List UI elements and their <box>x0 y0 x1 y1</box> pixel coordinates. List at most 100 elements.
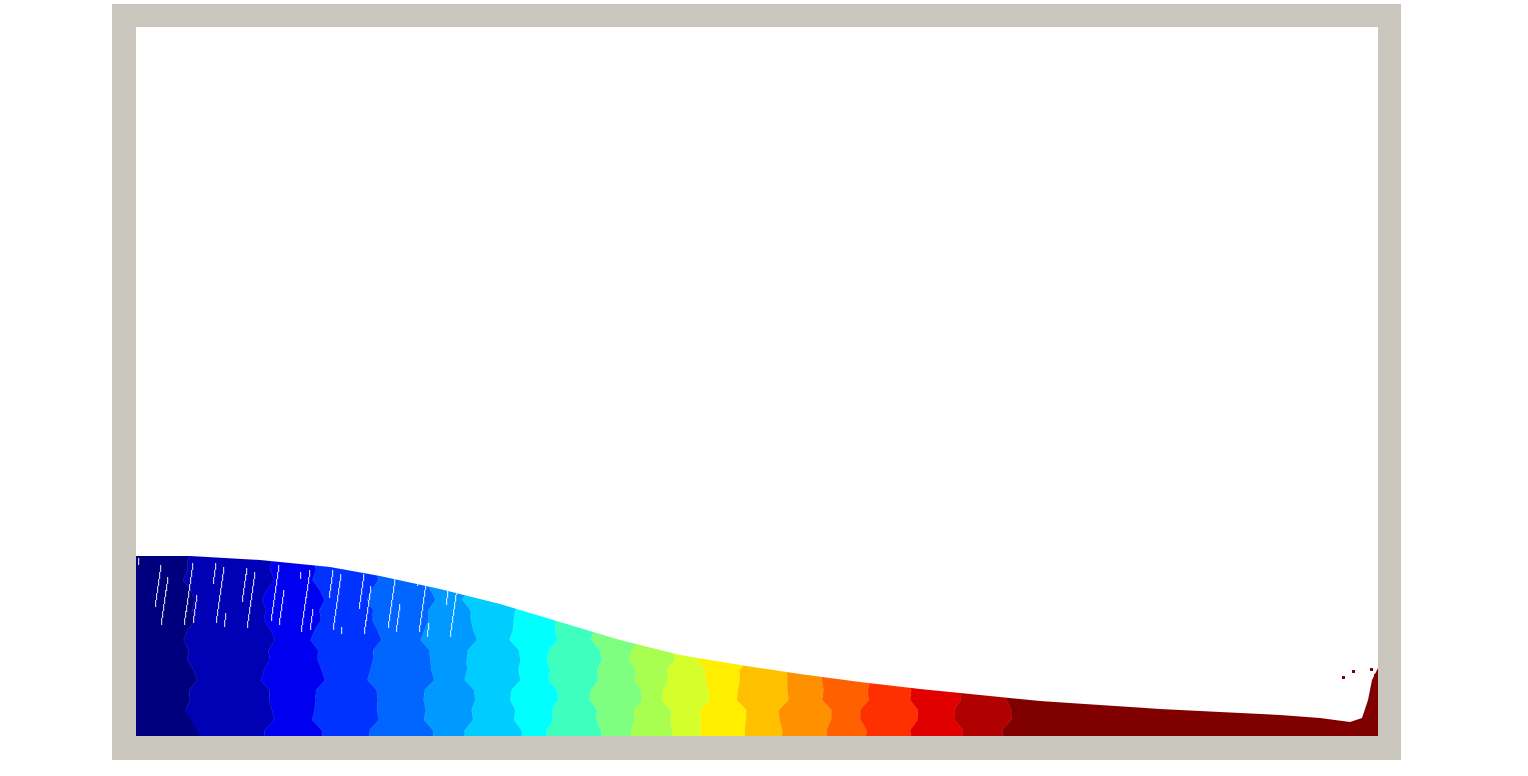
surface-particle-gap <box>369 593 370 600</box>
surface-particle-gap <box>455 595 456 602</box>
surface-particle-gap <box>340 574 341 581</box>
surface-particle-gap <box>427 630 428 637</box>
surface-particle-gap <box>336 602 337 609</box>
surface-particle-gap <box>249 607 250 614</box>
surface-particle-gap <box>370 586 371 593</box>
surface-particle-gap <box>392 593 393 600</box>
surface-particle-gap <box>364 627 365 634</box>
surface-particle-gap <box>362 581 363 588</box>
surface-particle-gap <box>396 625 397 632</box>
surface-particle-gap <box>338 588 339 595</box>
surface-particle-gap <box>281 604 282 611</box>
surface-particle-gap <box>361 588 362 595</box>
surface-particle-gap <box>156 593 157 600</box>
surface-particle-gap <box>161 618 162 625</box>
surface-particle-gap <box>158 579 159 586</box>
surface-particle-gap <box>452 616 453 623</box>
surface-particle-gap <box>420 618 421 625</box>
splash-droplet <box>1374 674 1377 677</box>
surface-particle-gap <box>190 577 191 584</box>
surface-particle-gap <box>283 590 284 597</box>
surface-particle-gap <box>309 570 310 577</box>
surface-particle-gap <box>393 586 394 593</box>
surface-particle-gap <box>423 597 424 604</box>
surface-particle-gap <box>454 602 455 609</box>
surface-particle-gap <box>333 623 334 630</box>
surface-particle-gap <box>428 623 429 630</box>
surface-particle-gap <box>310 623 311 630</box>
surface-particle-gap <box>398 611 399 618</box>
surface-particle-gap <box>215 563 216 570</box>
surface-particle-gap <box>341 627 342 634</box>
surface-particle-gap <box>312 609 313 616</box>
surface-particle-gap <box>277 572 278 579</box>
surface-particle-gap <box>217 609 218 616</box>
surface-particle-gap <box>303 611 304 618</box>
surface-particle-gap <box>278 565 279 572</box>
surface-particle-gap <box>389 614 390 621</box>
surface-particle-gap <box>282 597 283 604</box>
surface-particle-gap <box>185 611 186 618</box>
surface-particle-gap <box>254 572 255 579</box>
surface-particle-gap <box>242 595 243 602</box>
surface-particle-gap <box>446 598 447 605</box>
surface-particle-gap <box>155 600 156 607</box>
surface-particle-gap <box>339 581 340 588</box>
surface-particle-gap <box>363 574 364 581</box>
surface-particle-gap <box>276 579 277 586</box>
surface-particle-gap <box>390 607 391 614</box>
splash-droplet <box>1352 670 1355 673</box>
surface-particle-gap <box>220 588 221 595</box>
surface-particle-gap <box>308 577 309 584</box>
surface-particle-gap <box>332 570 333 577</box>
surface-particle-gap <box>271 614 272 621</box>
surface-particle-gap <box>330 584 331 591</box>
surface-particle-gap <box>243 588 244 595</box>
surface-particle-gap <box>214 570 215 577</box>
surface-particle-gap <box>331 577 332 584</box>
surface-particle-gap <box>193 616 194 623</box>
surface-particle-gap <box>329 591 330 598</box>
surface-particle-gap <box>184 618 185 625</box>
surface-particle-gap <box>307 584 308 591</box>
surface-particle-gap <box>273 600 274 607</box>
surface-particle-gap <box>189 584 190 591</box>
surface-particle-gap <box>359 602 360 609</box>
surface-particle-gap <box>166 584 167 591</box>
surface-particle-gap <box>244 581 245 588</box>
surface-particle-gap <box>397 618 398 625</box>
surface-particle-gap <box>247 621 248 628</box>
surface-particle-gap <box>447 591 448 598</box>
surface-particle-gap <box>163 604 164 611</box>
surface-particle-gap <box>223 567 224 574</box>
surface-particle-gap <box>366 614 367 621</box>
surface-particle-gap <box>162 611 163 618</box>
surface-particle-gap <box>192 563 193 570</box>
surface-particle-gap <box>368 600 369 607</box>
surface-particle-gap <box>245 574 246 581</box>
splash-droplet <box>1375 705 1378 708</box>
surface-particle-gap <box>421 611 422 618</box>
surface-particle-gap <box>275 586 276 593</box>
surface-particle-gap <box>304 604 305 611</box>
surface-particle-gap <box>191 570 192 577</box>
surface-particle-gap <box>213 577 214 584</box>
surface-particle-gap <box>188 591 189 598</box>
surface-particle-gap <box>453 609 454 616</box>
surface-particle-gap <box>216 616 217 623</box>
surface-particle-gap <box>159 572 160 579</box>
surface-particle-gap <box>251 593 252 600</box>
surface-particle-gap <box>305 597 306 604</box>
surface-particle-gap <box>302 618 303 625</box>
surface-particle-gap <box>335 609 336 616</box>
surface-particle-gap <box>248 614 249 621</box>
splash-droplet <box>1342 676 1345 679</box>
surface-particle-gap <box>194 609 195 616</box>
surface-particle-gap <box>225 613 226 620</box>
water-band <box>183 540 275 740</box>
splash-droplet <box>1373 690 1376 693</box>
surface-particle-gap <box>224 620 225 627</box>
surface-particle-gap <box>279 618 280 625</box>
